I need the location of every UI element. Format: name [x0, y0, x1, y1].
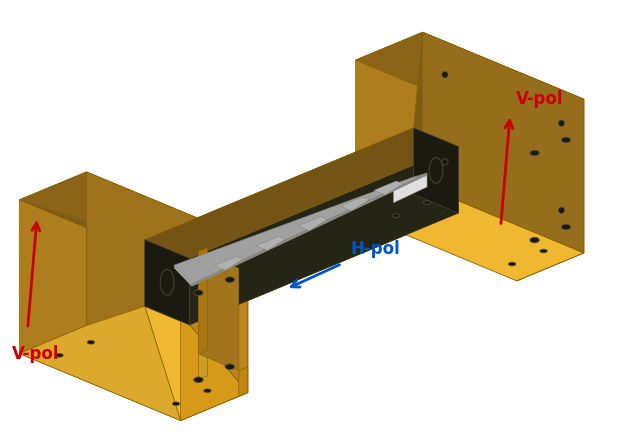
- Polygon shape: [198, 248, 207, 354]
- Polygon shape: [423, 32, 584, 253]
- Ellipse shape: [540, 249, 547, 253]
- Ellipse shape: [172, 402, 180, 405]
- Polygon shape: [340, 197, 369, 211]
- Ellipse shape: [429, 158, 443, 183]
- Polygon shape: [355, 32, 423, 214]
- Polygon shape: [414, 186, 584, 253]
- Polygon shape: [174, 173, 427, 284]
- Polygon shape: [414, 128, 458, 213]
- Polygon shape: [144, 306, 248, 421]
- Polygon shape: [144, 194, 458, 325]
- Ellipse shape: [203, 389, 211, 392]
- Polygon shape: [198, 248, 207, 354]
- Ellipse shape: [392, 214, 399, 217]
- Polygon shape: [458, 127, 517, 281]
- Polygon shape: [393, 175, 427, 203]
- Polygon shape: [87, 172, 248, 392]
- Ellipse shape: [87, 340, 95, 344]
- Polygon shape: [374, 181, 403, 195]
- Polygon shape: [180, 239, 248, 421]
- Polygon shape: [414, 32, 584, 146]
- Text: V-pol: V-pol: [12, 345, 60, 363]
- Polygon shape: [198, 251, 239, 370]
- Text: H-pol: H-pol: [350, 240, 400, 258]
- Ellipse shape: [194, 377, 203, 383]
- Ellipse shape: [225, 364, 234, 370]
- Polygon shape: [144, 128, 458, 258]
- Ellipse shape: [530, 150, 539, 156]
- Ellipse shape: [509, 262, 516, 266]
- Ellipse shape: [225, 277, 234, 282]
- Polygon shape: [355, 186, 584, 281]
- Polygon shape: [423, 186, 584, 281]
- Text: V-pol: V-pol: [516, 90, 564, 108]
- Polygon shape: [192, 173, 427, 286]
- Ellipse shape: [423, 201, 431, 204]
- Polygon shape: [19, 200, 190, 267]
- Polygon shape: [190, 146, 458, 325]
- Ellipse shape: [442, 72, 448, 78]
- Polygon shape: [355, 32, 584, 127]
- Polygon shape: [517, 99, 584, 281]
- Polygon shape: [298, 217, 327, 231]
- Polygon shape: [190, 146, 458, 325]
- Ellipse shape: [558, 120, 565, 126]
- Ellipse shape: [442, 159, 448, 165]
- Ellipse shape: [558, 207, 565, 214]
- Polygon shape: [198, 350, 207, 379]
- Polygon shape: [256, 237, 285, 250]
- Polygon shape: [19, 172, 248, 267]
- Polygon shape: [180, 239, 248, 421]
- Ellipse shape: [56, 353, 63, 357]
- Polygon shape: [144, 240, 190, 325]
- Ellipse shape: [561, 224, 571, 230]
- Polygon shape: [19, 326, 248, 421]
- Polygon shape: [214, 256, 243, 270]
- Ellipse shape: [530, 237, 539, 243]
- Polygon shape: [174, 175, 427, 286]
- Ellipse shape: [561, 137, 571, 143]
- Polygon shape: [19, 172, 87, 353]
- Polygon shape: [239, 367, 248, 396]
- Ellipse shape: [160, 269, 174, 295]
- Polygon shape: [19, 306, 180, 421]
- Polygon shape: [144, 128, 458, 258]
- Ellipse shape: [194, 290, 203, 296]
- Polygon shape: [190, 239, 248, 392]
